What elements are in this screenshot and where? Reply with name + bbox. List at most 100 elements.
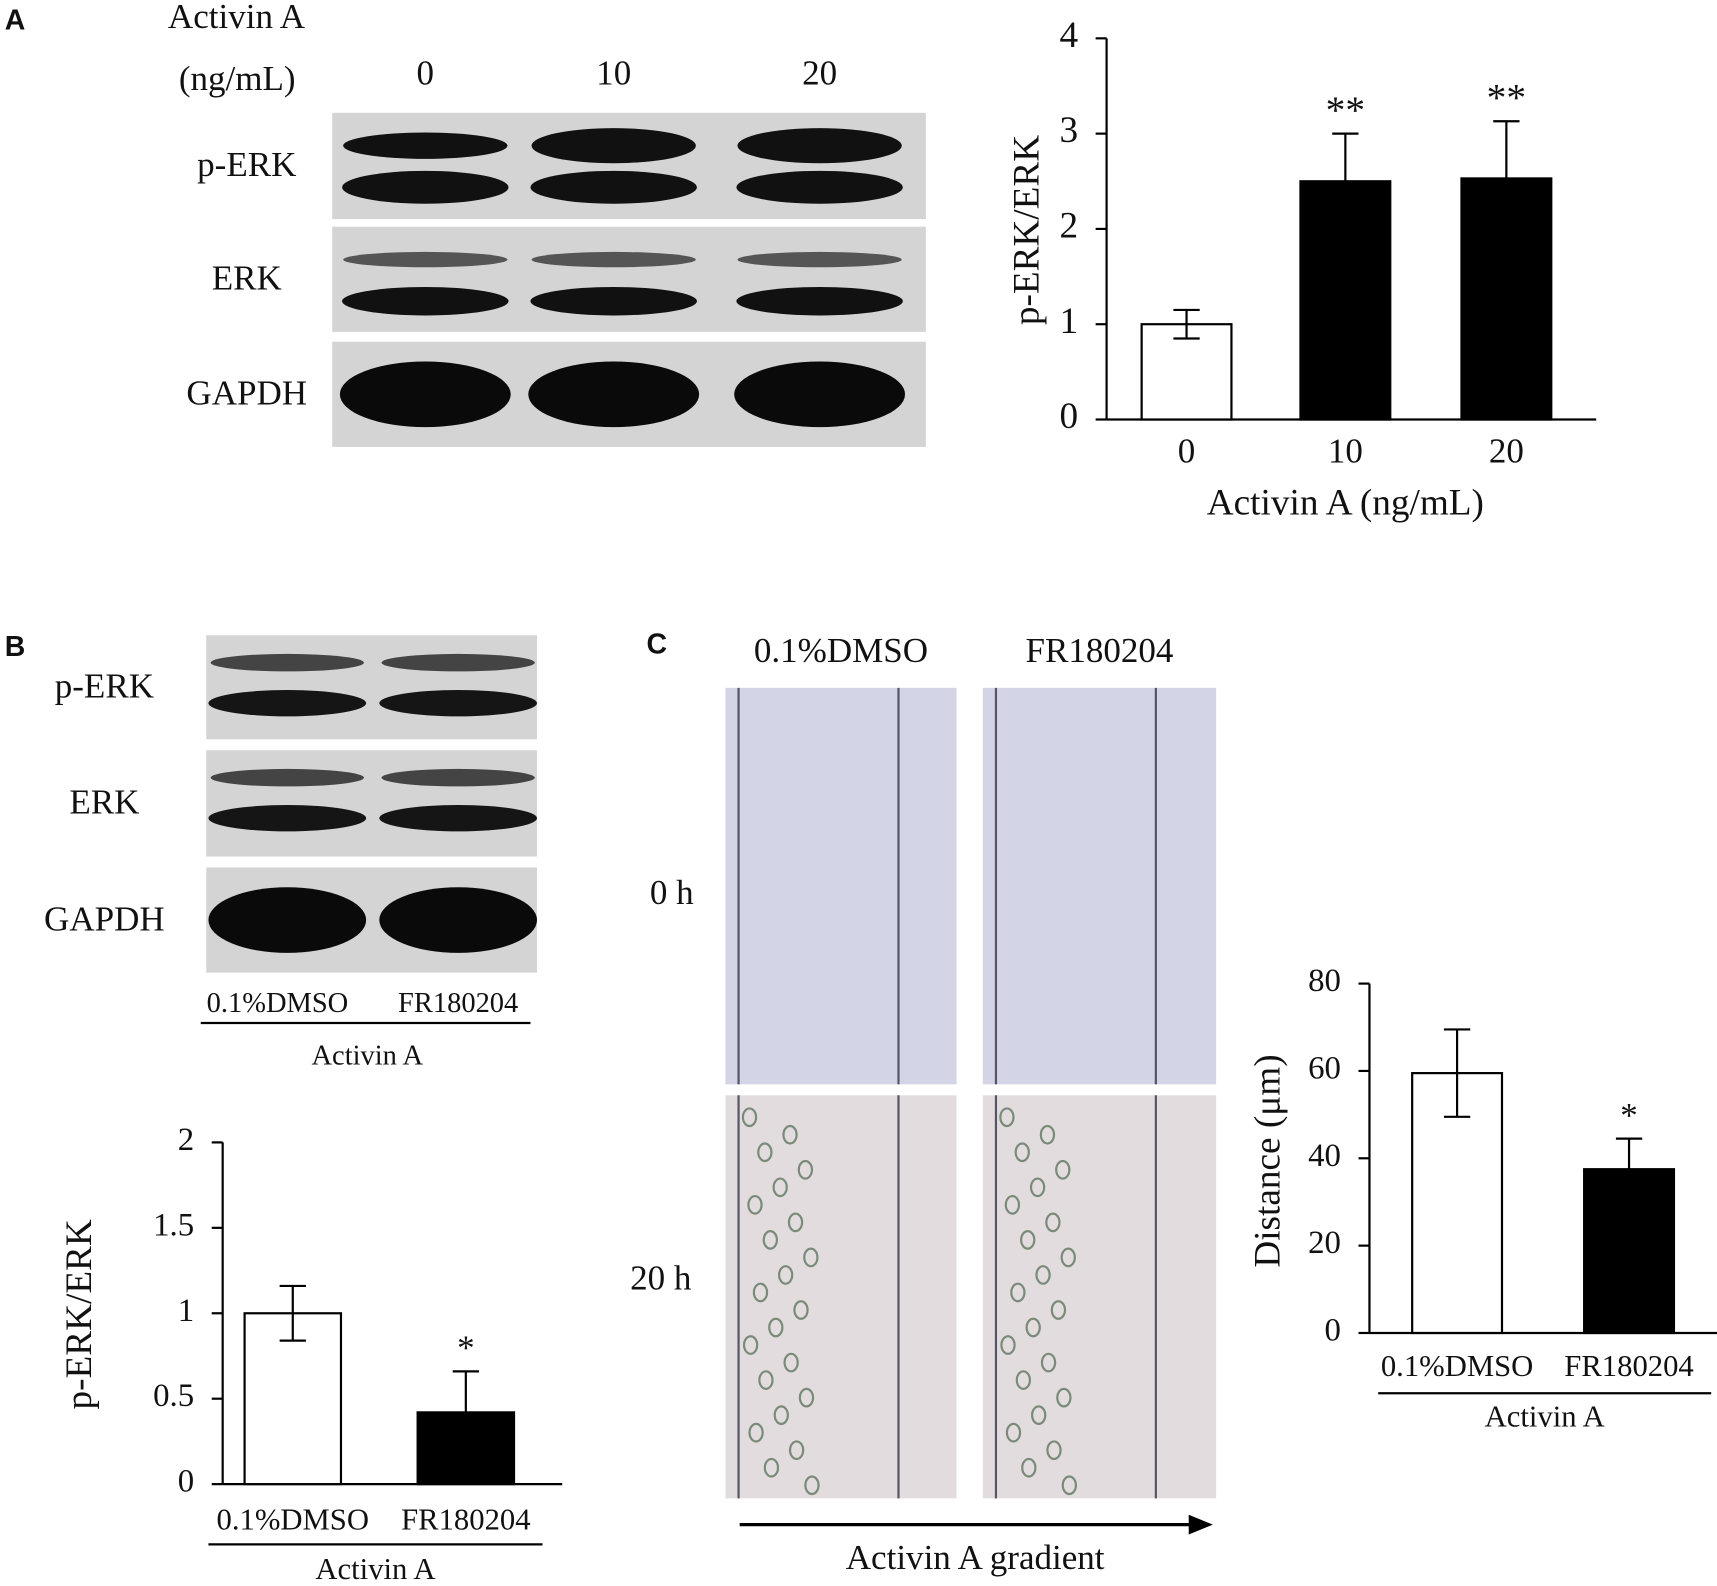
- error-bar: [1493, 120, 1520, 237]
- blot-row-label: ERK: [69, 783, 139, 822]
- error-bar: [1443, 1028, 1471, 1118]
- error-bar: [279, 1284, 306, 1342]
- band: [734, 361, 906, 428]
- cell: [1055, 1159, 1071, 1180]
- x-tick-label: 10: [1328, 432, 1363, 471]
- band: [342, 170, 509, 204]
- x-tick-label: 0: [1178, 432, 1196, 471]
- cell: [752, 1282, 769, 1303]
- cell: [804, 1475, 820, 1496]
- panel-label: B: [5, 631, 26, 663]
- significance: *: [1620, 1096, 1638, 1135]
- blot-row-label: ERK: [212, 259, 282, 298]
- cell: [777, 1265, 794, 1285]
- cell: [758, 1370, 774, 1390]
- y-tick-label: 0: [178, 1464, 194, 1500]
- x-tick-label: FR180204: [401, 1503, 530, 1537]
- band: [737, 128, 902, 164]
- y-tick-label: 80: [1308, 963, 1341, 999]
- blot-row-label: p-ERK: [197, 145, 296, 184]
- group-label: Activin A: [315, 1552, 435, 1586]
- band: [379, 690, 538, 717]
- cell: [768, 1317, 784, 1338]
- cell: [742, 1335, 759, 1355]
- band: [528, 361, 700, 428]
- y-tick-label: 4: [1059, 15, 1078, 56]
- cell: [1050, 1300, 1067, 1320]
- blot-strip: [206, 750, 538, 857]
- y-tick-label: 1: [178, 1293, 194, 1329]
- cell: [787, 1212, 804, 1233]
- x-tick-label: 20: [1489, 432, 1524, 471]
- panel-label: C: [647, 629, 668, 661]
- cell: [1056, 1387, 1072, 1408]
- band: [210, 653, 364, 672]
- cell: [757, 1142, 773, 1163]
- band: [208, 805, 367, 832]
- cell: [1039, 1124, 1056, 1145]
- micrograph: [725, 1095, 957, 1499]
- band: [379, 887, 538, 953]
- band: [343, 132, 508, 159]
- band: [381, 653, 535, 672]
- x-axis-label: Activin A (ng/mL): [1207, 483, 1484, 524]
- band: [343, 251, 508, 268]
- cell: [1004, 1194, 1021, 1215]
- x-tick-label: 0.1%DMSO: [1381, 1349, 1533, 1383]
- y-tick-label: 2: [1059, 205, 1078, 246]
- error-bar: [452, 1370, 479, 1455]
- significance: *: [457, 1329, 475, 1368]
- image-column-label: FR180204: [1025, 631, 1173, 670]
- y-tick-label: 2: [178, 1122, 194, 1158]
- cell: [1020, 1230, 1036, 1250]
- blot-row-label: p-ERK: [55, 667, 154, 706]
- cell: [1061, 1475, 1078, 1496]
- y-axis-label: p-ERK/ERK: [1006, 135, 1047, 325]
- bar: [1140, 323, 1233, 421]
- band: [531, 128, 696, 164]
- group-label: Activin A: [312, 1041, 424, 1072]
- cell: [1045, 1212, 1061, 1233]
- error-bar: [1332, 132, 1359, 231]
- micrograph: [725, 687, 957, 1085]
- cell: [1025, 1317, 1041, 1338]
- band: [210, 768, 364, 787]
- cell: [798, 1387, 815, 1408]
- significance: **: [1326, 88, 1365, 132]
- band: [530, 286, 697, 316]
- cell: [747, 1194, 763, 1215]
- band: [208, 690, 367, 717]
- lane-label: 0.1%DMSO: [207, 988, 349, 1019]
- micrograph: [982, 687, 1217, 1085]
- band: [339, 361, 511, 428]
- y-tick-label: 0: [1059, 396, 1078, 437]
- band: [530, 170, 697, 204]
- y-tick-label: 1: [1059, 301, 1078, 342]
- blot-strip: [206, 635, 538, 740]
- cell: [1015, 1370, 1032, 1390]
- cell: [1000, 1335, 1016, 1355]
- band: [342, 286, 509, 316]
- lane-label: 0: [417, 54, 435, 93]
- lane-label: 10: [596, 54, 631, 93]
- y-axis-label: Distance (μm): [1247, 1054, 1288, 1267]
- band: [531, 251, 696, 268]
- y-tick-label: 40: [1308, 1138, 1341, 1174]
- unit-label: (ng/mL): [179, 59, 296, 98]
- image-row-label: 20 h: [630, 1259, 692, 1298]
- arrow-head: [1188, 1514, 1213, 1535]
- x-tick-label: 0.1%DMSO: [217, 1503, 369, 1537]
- cell: [1021, 1457, 1037, 1478]
- cell: [797, 1159, 814, 1180]
- error-bar: [1615, 1137, 1643, 1201]
- arrow-label: Activin A gradient: [846, 1538, 1105, 1577]
- y-tick-label: 0.5: [153, 1378, 194, 1414]
- lane-label: 20: [802, 54, 837, 93]
- band: [381, 768, 535, 787]
- cell: [1040, 1352, 1057, 1373]
- band: [736, 286, 903, 316]
- y-tick-label: 3: [1059, 110, 1078, 151]
- cell: [788, 1440, 805, 1461]
- cell: [793, 1300, 809, 1320]
